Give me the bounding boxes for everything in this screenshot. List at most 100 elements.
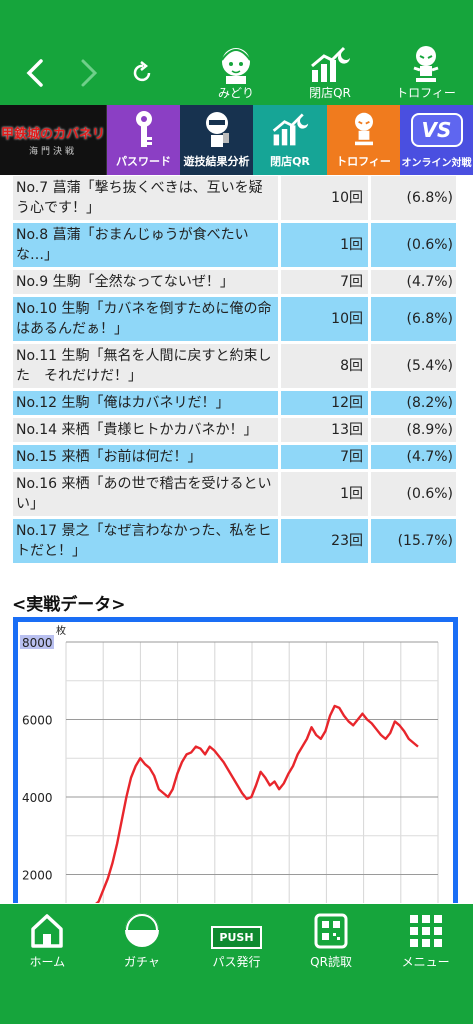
- nav-home[interactable]: ホーム: [0, 904, 95, 978]
- top-icon-closing-qr[interactable]: 閉店QR: [290, 46, 370, 100]
- menu-item-closing-qr[interactable]: 閉店QR: [253, 105, 327, 175]
- menu-item-analysis[interactable]: 遊技結果分析: [180, 105, 253, 175]
- top-icon-midori[interactable]: みどり: [196, 46, 276, 100]
- menu-item-label: パスワード: [116, 155, 171, 168]
- section-title: <実戦データ>: [12, 595, 126, 615]
- count-cell: 12回: [278, 391, 368, 415]
- midori-character-icon: [221, 48, 251, 84]
- count-cell: 7回: [278, 270, 368, 294]
- percent-cell: (0.6%): [368, 223, 456, 267]
- count-cell: 13回: [278, 418, 368, 442]
- top-icon-trophy[interactable]: トロフィー: [386, 46, 466, 100]
- percent-cell: (6.8%): [368, 297, 456, 341]
- nav-pass-issue[interactable]: PUSH パス発行: [189, 904, 284, 978]
- menu-item-password[interactable]: パスワード: [107, 105, 180, 175]
- table-row: No.15 来栖「お前は何だ！」 7回 (4.7%): [13, 445, 456, 469]
- back-button[interactable]: [18, 56, 52, 90]
- line-name-cell: No.17 景之「なぜ言わなかった、私をヒトだと！」: [13, 519, 278, 563]
- count-cell: 23回: [278, 519, 368, 563]
- nav-qr-scan[interactable]: QR読取: [284, 904, 379, 978]
- chevron-right-icon: [81, 59, 98, 87]
- closing-qr-icon: [272, 113, 309, 146]
- menu-item-online-battle[interactable]: VS オンライン対戦: [400, 105, 473, 175]
- line-name-cell: No.8 菖蒲「おまんじゅうが食べたいな…」: [13, 223, 278, 267]
- y-tick-label: 8000: [22, 636, 53, 650]
- reload-icon: [133, 61, 151, 82]
- percent-cell: (5.4%): [368, 344, 456, 388]
- vs-icon: VS: [410, 112, 463, 147]
- count-cell: 1回: [278, 223, 368, 267]
- percent-cell: (6.8%): [368, 176, 456, 220]
- table-row: No.10 生駒「カバネを倒すために俺の命はあるんだぁ！」 10回 (6.8%): [13, 297, 456, 341]
- reload-button[interactable]: [125, 56, 159, 90]
- y-tick-label: 4000: [22, 791, 53, 805]
- chevron-left-icon: [26, 59, 43, 87]
- count-cell: 7回: [278, 445, 368, 469]
- nav-label: ホーム: [29, 955, 66, 969]
- forward-button[interactable]: [72, 56, 106, 90]
- closing-qr-icon: [311, 46, 350, 82]
- percent-cell: (8.9%): [368, 418, 456, 442]
- game-menu-row: 甲鉄城のカバネリ 海門決戦 パスワード 遊技結果分析 閉店QR トロフィー VS…: [0, 105, 473, 175]
- play-data-chart: 2000 4000 6000 8000 枚: [13, 617, 458, 903]
- percent-cell: (8.2%): [368, 391, 456, 415]
- trophy-icon: [413, 46, 439, 82]
- percent-cell: (0.6%): [368, 472, 456, 516]
- table-row: No.12 生駒「俺はカバネリだ！」 12回 (8.2%): [13, 391, 456, 415]
- home-icon: [31, 914, 64, 948]
- table-row: No.9 生駒「全然なってないぜ！」 7回 (4.7%): [13, 270, 456, 294]
- count-cell: 8回: [278, 344, 368, 388]
- count-cell: 1回: [278, 472, 368, 516]
- trophy-icon: [354, 112, 373, 146]
- menu-item-label: トロフィー: [336, 155, 391, 168]
- game-logo[interactable]: 甲鉄城のカバネリ 海門決戦: [0, 105, 107, 175]
- table-row: No.8 菖蒲「おまんじゅうが食べたいな…」 1回 (0.6%): [13, 223, 456, 267]
- menu-item-label: 遊技結果分析: [183, 155, 250, 168]
- y-tick-label: 6000: [22, 714, 53, 728]
- nav-label: メニュー: [401, 955, 450, 969]
- content-area: No.7 菖蒲「撃ち抜くべきは、互いを疑う心です！」 10回 (6.8%) No.8 …: [0, 175, 473, 903]
- menu-item-label: オンライン対戦: [401, 158, 472, 169]
- nav-gacha[interactable]: ガチャ: [95, 904, 190, 978]
- game-logo-title: 甲鉄城のカバネリ: [0, 127, 105, 142]
- bottom-nav: ホーム ガチャ PUSH パス発行 QR読取 メニュー: [0, 904, 473, 1024]
- percent-cell: (4.7%): [368, 445, 456, 469]
- top-icon-label: みどり: [217, 86, 254, 100]
- nav-label: QR読取: [310, 955, 352, 969]
- percent-cell: (4.7%): [368, 270, 456, 294]
- table-row: No.7 菖蒲「撃ち抜くべきは、互いを疑う心です！」 10回 (6.8%): [13, 176, 456, 220]
- top-icon-label: 閉店QR: [309, 86, 351, 100]
- line-name-cell: No.11 生駒「無名を人間に戻すと約束した それだけだ！」: [13, 344, 278, 388]
- nav-label: ガチャ: [123, 955, 160, 969]
- table-row: No.17 景之「なぜ言わなかった、私をヒトだと！」 23回 (15.7%): [13, 519, 456, 563]
- top-icon-label: トロフィー: [396, 86, 456, 100]
- table-row: No.14 来栖「貴様ヒトかカバネか！」 13回 (8.9%): [13, 418, 456, 442]
- push-icon: PUSH: [211, 926, 262, 949]
- menu-grid-icon: [409, 915, 442, 947]
- line-name-cell: No.16 来栖「あの世で稽古を受けるといい」: [13, 472, 278, 516]
- key-icon: [135, 111, 152, 147]
- analysis-character-icon: [205, 112, 229, 147]
- top-toolbar: みどり 閉店QR トロフィー: [0, 0, 473, 105]
- line-stats-table: No.7 菖蒲「撃ち抜くべきは、互いを疑う心です！」 10回 (6.8%) No.8 …: [13, 175, 456, 566]
- menu-item-trophy[interactable]: トロフィー: [327, 105, 400, 175]
- gacha-icon: [124, 913, 159, 947]
- game-logo-subtitle: 海門決戦: [28, 147, 77, 157]
- nav-label: パス発行: [212, 955, 261, 969]
- table-row: No.16 来栖「あの世で稽古を受けるといい」 1回 (0.6%): [13, 472, 456, 516]
- line-name-cell: No.9 生駒「全然なってないぜ！」: [13, 270, 278, 294]
- nav-menu[interactable]: メニュー: [378, 904, 473, 978]
- percent-cell: (15.7%): [368, 519, 456, 563]
- line-name-cell: No.10 生駒「カバネを倒すために俺の命はあるんだぁ！」: [13, 297, 278, 341]
- series-line: [95, 704, 419, 903]
- y-tick-highlight: [20, 635, 54, 649]
- qr-scan-icon: [314, 913, 348, 949]
- line-name-cell: No.7 菖蒲「撃ち抜くべきは、互いを疑う心です！」: [13, 176, 278, 220]
- menu-item-label: 閉店QR: [270, 155, 310, 168]
- y-tick-label: 2000: [22, 869, 53, 883]
- count-cell: 10回: [278, 297, 368, 341]
- table-row: No.11 生駒「無名を人間に戻すと約束した それだけだ！」 8回 (5.4%): [13, 344, 456, 388]
- line-name-cell: No.14 来栖「貴様ヒトかカバネか！」: [13, 418, 278, 442]
- count-cell: 10回: [278, 176, 368, 220]
